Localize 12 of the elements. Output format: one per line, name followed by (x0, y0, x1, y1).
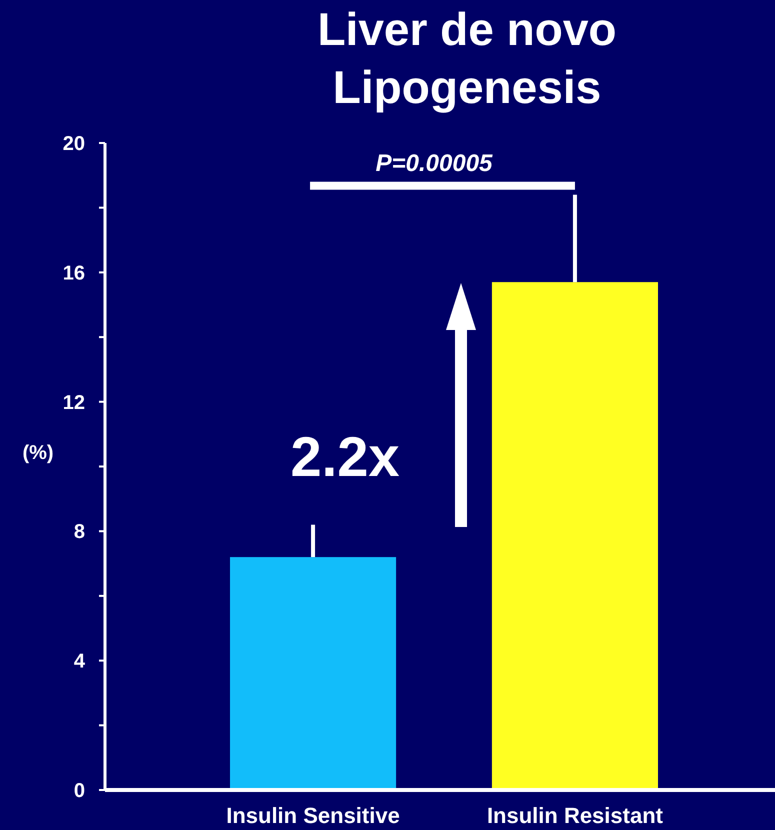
y-tick-label: 8 (74, 521, 85, 544)
y-tick-label: 0 (74, 780, 85, 802)
chart-title: Liver de novo Lipogenesis (317, 3, 617, 113)
x-tick-label: Insulin Resistant (486, 803, 664, 828)
y-axis-title: (%) (22, 442, 54, 464)
y-tick-label: 4 (74, 650, 86, 673)
y-tick-label: 20 (62, 133, 85, 155)
x-tick-label: Insulin Sensitive (226, 803, 400, 828)
y-tick-label: 12 (62, 392, 85, 414)
annotation: 2.2x (290, 425, 400, 488)
annotation: P=0.00005 (376, 150, 494, 177)
y-tick-label: 16 (62, 262, 85, 284)
